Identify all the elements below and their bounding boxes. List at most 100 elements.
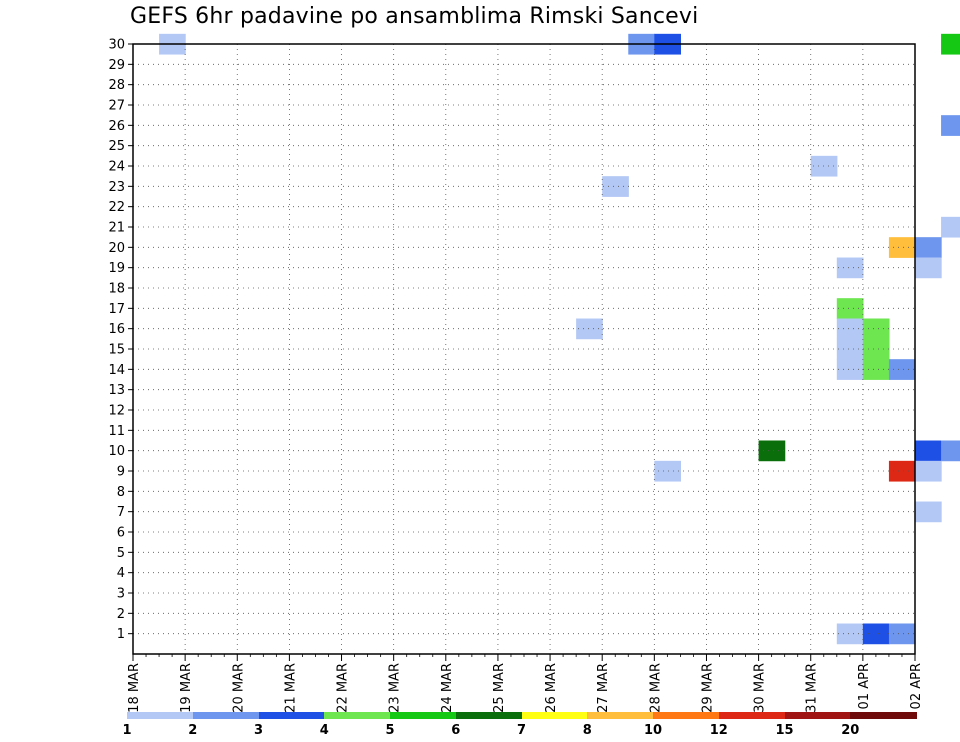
heatmap-cell bbox=[836, 257, 864, 279]
colorbar-swatch bbox=[521, 712, 588, 719]
colorbar-legend: 1 2 3 4 5 6 7 8 10 12 15 20 bbox=[122, 712, 917, 742]
colorbar-swatch bbox=[784, 712, 851, 719]
colorbar-swatch bbox=[192, 712, 259, 719]
y-tick-label: 3 bbox=[117, 587, 125, 602]
colorbar-label: 4 bbox=[319, 723, 329, 738]
y-tick-label: 5 bbox=[117, 546, 125, 561]
colorbar-label: 8 bbox=[582, 723, 592, 738]
y-tick-label: 16 bbox=[108, 322, 125, 337]
heatmap-cell bbox=[654, 460, 681, 482]
x-axis: 18 MAR 19 MAR 20 MAR 21 MAR 22 MAR 23 MAR 24 M… bbox=[127, 654, 924, 712]
colorbar-swatch bbox=[390, 712, 457, 719]
heatmap-cell bbox=[862, 623, 890, 645]
y-tick-label: 30 bbox=[108, 38, 125, 53]
y-tick-label: 23 bbox=[108, 180, 125, 195]
colorbar-swatch bbox=[127, 712, 194, 719]
heatmap-cell bbox=[888, 460, 916, 482]
heatmap-cell bbox=[836, 623, 864, 645]
y-tick-label: 15 bbox=[108, 343, 125, 358]
heatmap-cell bbox=[941, 115, 960, 136]
x-tick-label: 29 MAR bbox=[700, 663, 715, 712]
colorbar-swatch bbox=[718, 712, 785, 719]
y-tick-label: 11 bbox=[108, 424, 125, 439]
y-tick-label: 12 bbox=[108, 404, 125, 419]
y-tick-label: 9 bbox=[117, 465, 125, 480]
x-tick-label: 20 MAR bbox=[231, 663, 246, 712]
x-tick-label: 01 APR bbox=[857, 663, 872, 709]
colorbar-label: 7 bbox=[516, 723, 527, 738]
y-tick-label: 28 bbox=[108, 78, 125, 93]
x-tick-label: 27 MAR bbox=[596, 663, 611, 712]
heatmap-cell bbox=[941, 440, 960, 462]
heatmap-cell bbox=[888, 623, 916, 645]
x-tick-label: 19 MAR bbox=[179, 663, 194, 712]
y-tick-label: 4 bbox=[117, 566, 125, 581]
y-tick-label: 25 bbox=[108, 139, 125, 154]
colorbar-swatch bbox=[850, 712, 917, 719]
colorbar-label: 1 bbox=[122, 723, 132, 738]
heatmap-cell bbox=[576, 318, 603, 340]
colorbar-swatch bbox=[258, 712, 325, 719]
x-tick-label: 25 MAR bbox=[492, 663, 507, 712]
x-tick-label: 30 MAR bbox=[753, 663, 768, 712]
y-tick-label: 1 bbox=[117, 627, 125, 642]
heatmap-cell bbox=[862, 318, 890, 340]
heatmap-cell bbox=[941, 33, 960, 55]
heatmap-cells bbox=[159, 33, 960, 645]
colorbar-swatch bbox=[653, 712, 720, 719]
heatmap-cell bbox=[888, 359, 916, 380]
heatmap-cell bbox=[915, 237, 942, 258]
heatmap-cell bbox=[862, 338, 890, 360]
heatmap-cell bbox=[888, 237, 916, 258]
y-tick-label: 20 bbox=[108, 241, 125, 256]
y-tick-label: 17 bbox=[108, 302, 125, 317]
x-tick-label: 18 MAR bbox=[127, 663, 142, 712]
y-tick-label: 14 bbox=[108, 363, 125, 378]
colorbar-label: 5 bbox=[385, 723, 395, 738]
y-tick-label: 27 bbox=[108, 99, 125, 114]
colorbar-swatch bbox=[324, 712, 391, 719]
heatmap-cell bbox=[836, 359, 864, 380]
colorbar-label: 10 bbox=[643, 723, 663, 738]
heatmap-cell bbox=[915, 257, 942, 279]
x-tick-label: 31 MAR bbox=[805, 663, 820, 712]
chart-title: GEFS 6hr padavine po ansamblima Rimski S… bbox=[130, 4, 699, 29]
heatmap-cell bbox=[758, 440, 786, 462]
x-tick-label: 21 MAR bbox=[283, 663, 298, 712]
y-tick-label: 6 bbox=[117, 526, 125, 541]
y-tick-label: 26 bbox=[108, 119, 125, 134]
y-tick-label: 21 bbox=[108, 221, 125, 236]
heatmap-cell bbox=[862, 359, 890, 380]
y-tick-label: 8 bbox=[117, 485, 125, 500]
y-tick-label: 2 bbox=[117, 607, 125, 622]
heatmap-cell bbox=[810, 155, 838, 177]
grid-lines bbox=[133, 44, 915, 654]
heatmap-cell bbox=[915, 440, 942, 462]
colorbar-swatch bbox=[455, 712, 522, 719]
x-tick-label: 22 MAR bbox=[336, 663, 351, 712]
heatmap-cell bbox=[836, 318, 864, 340]
colorbar-label: 15 bbox=[775, 723, 794, 738]
y-axis: 1234567891011121314151617181920212223242… bbox=[108, 38, 133, 642]
colorbar-swatch bbox=[587, 712, 654, 719]
x-tick-label: 26 MAR bbox=[544, 663, 559, 712]
colorbar-label: 3 bbox=[253, 723, 264, 738]
y-tick-label: 22 bbox=[108, 200, 125, 215]
colorbar-label: 6 bbox=[451, 723, 461, 738]
y-tick-label: 13 bbox=[108, 383, 125, 398]
heatmap-cell bbox=[836, 338, 864, 360]
x-tick-label: 02 APR bbox=[909, 663, 924, 709]
colorbar-label: 2 bbox=[188, 723, 198, 738]
colorbar-label: 12 bbox=[709, 723, 728, 738]
heatmap-cell bbox=[602, 176, 629, 197]
y-tick-label: 24 bbox=[108, 160, 125, 175]
y-tick-label: 29 bbox=[108, 58, 125, 73]
heatmap-cell bbox=[836, 298, 864, 319]
y-tick-label: 19 bbox=[108, 261, 125, 276]
heatmap-cell bbox=[941, 216, 960, 238]
heatmap-cell bbox=[915, 460, 942, 482]
y-tick-label: 7 bbox=[117, 505, 125, 520]
x-tick-label: 24 MAR bbox=[440, 663, 455, 712]
precipitation-heatmap: 1234567891011121314151617181920212223242… bbox=[108, 33, 960, 712]
colorbar-label: 20 bbox=[841, 723, 860, 738]
